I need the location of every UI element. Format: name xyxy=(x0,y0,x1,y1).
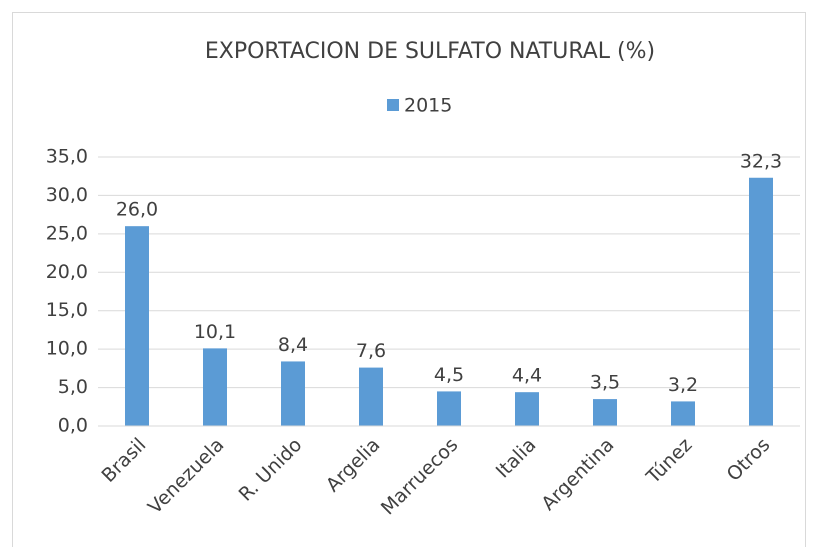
bar xyxy=(203,348,227,426)
data-label: 10,1 xyxy=(194,321,236,343)
data-label: 26,0 xyxy=(116,199,158,221)
data-label: 8,4 xyxy=(278,334,308,356)
data-label: 7,6 xyxy=(356,340,386,362)
y-tick-label: 5,0 xyxy=(58,376,88,398)
y-tick-label: 25,0 xyxy=(46,222,88,244)
bar xyxy=(515,392,539,426)
y-tick-label: 35,0 xyxy=(46,146,88,168)
bar xyxy=(125,226,149,426)
data-label: 32,3 xyxy=(740,150,782,172)
data-label: 4,5 xyxy=(434,364,464,386)
bar xyxy=(593,399,617,426)
bar xyxy=(749,177,773,426)
bar xyxy=(281,361,305,426)
data-label: 3,2 xyxy=(668,374,698,396)
legend-label: 2015 xyxy=(404,95,452,117)
data-label: 3,5 xyxy=(590,372,620,394)
bar xyxy=(671,401,695,426)
y-tick-label: 15,0 xyxy=(46,299,88,321)
chart-title: EXPORTACION DE SULFATO NATURAL (%) xyxy=(205,39,655,64)
y-tick-label: 10,0 xyxy=(46,338,88,360)
bar xyxy=(359,367,383,426)
data-label: 4,4 xyxy=(512,365,542,387)
y-tick-label: 0,0 xyxy=(58,415,88,437)
y-tick-label: 30,0 xyxy=(46,184,88,206)
bar xyxy=(437,391,461,426)
legend-swatch xyxy=(387,99,399,111)
y-tick-label: 20,0 xyxy=(46,261,88,283)
